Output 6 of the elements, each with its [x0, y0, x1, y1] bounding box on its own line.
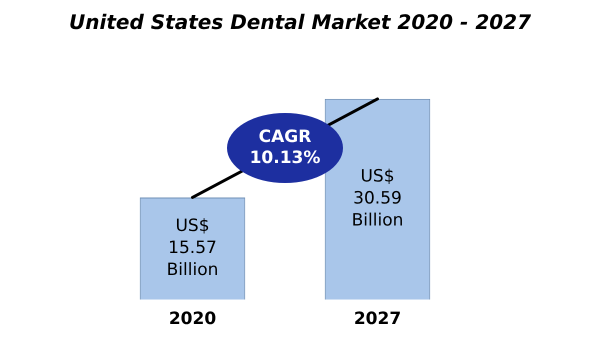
x-tick-label: 2020 — [168, 309, 216, 330]
x-tick-label: 2027 — [354, 309, 402, 330]
chart-title: United States Dental Market 2020 - 2027 — [68, 10, 532, 34]
annotation: CAGR 10.13% — [227, 113, 343, 184]
data-label: US$ 15.57 Billion — [166, 216, 218, 280]
data-label: US$ 30.59 Billion — [352, 166, 404, 231]
